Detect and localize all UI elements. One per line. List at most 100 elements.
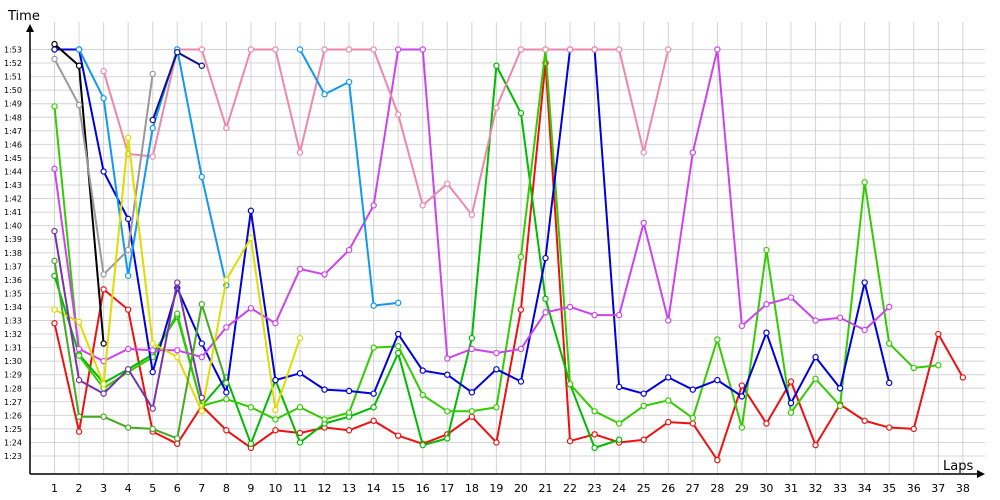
data-point	[174, 353, 181, 361]
y-tick-label: 1:41	[4, 208, 22, 217]
y-tick-label: 1:46	[4, 140, 22, 149]
x-tick-label: 2	[76, 482, 83, 495]
data-point	[689, 149, 697, 156]
data-point	[591, 431, 598, 438]
data-point	[935, 330, 942, 338]
data-point	[272, 376, 279, 384]
x-tick-label: 28	[710, 482, 724, 495]
data-point	[517, 109, 525, 117]
data-point	[100, 95, 107, 102]
y-tick-label: 1:28	[4, 384, 22, 393]
data-point	[100, 286, 107, 293]
data-point	[174, 279, 181, 286]
axes	[26, 24, 985, 478]
data-point	[149, 153, 156, 160]
data-point	[149, 347, 156, 354]
data-point	[615, 420, 623, 427]
x-tick-label: 13	[342, 482, 356, 495]
x-tick-label: 19	[489, 482, 503, 495]
data-point	[272, 427, 279, 434]
data-point	[100, 390, 107, 397]
data-point	[223, 124, 230, 132]
y-tick-label: 1:33	[4, 317, 22, 326]
x-tick-label: 16	[416, 482, 430, 495]
data-point	[296, 439, 304, 446]
data-point	[149, 425, 156, 433]
series-1	[51, 59, 967, 464]
data-point	[272, 406, 279, 414]
data-point	[615, 311, 623, 319]
x-tick-label: 29	[735, 482, 749, 495]
data-point	[861, 179, 868, 186]
data-point	[51, 320, 58, 327]
data-point	[272, 46, 279, 53]
data-point	[296, 370, 304, 377]
x-tick-label: 25	[637, 482, 651, 495]
x-tick-label: 18	[465, 482, 479, 495]
data-point	[419, 46, 426, 53]
data-point	[149, 368, 156, 376]
data-point	[51, 46, 58, 53]
data-point	[345, 78, 353, 86]
y-tick-label: 1:23	[4, 452, 22, 461]
data-point	[444, 435, 451, 442]
data-point	[444, 408, 451, 415]
data-point	[886, 340, 893, 347]
series-10	[149, 49, 205, 124]
data-point	[395, 343, 402, 350]
data-point	[75, 376, 83, 384]
data-point	[100, 413, 107, 420]
data-point	[198, 353, 205, 361]
x-tick-label: 22	[563, 482, 577, 495]
data-point	[566, 380, 574, 388]
data-point	[591, 46, 598, 53]
data-point	[517, 345, 525, 353]
data-point	[124, 424, 132, 431]
data-point	[542, 254, 549, 262]
data-point	[223, 324, 230, 331]
data-point	[296, 46, 304, 53]
data-point	[591, 311, 598, 319]
y-tick-label: 1:34	[4, 303, 22, 312]
data-point	[247, 305, 255, 312]
data-point	[198, 408, 205, 415]
data-point	[542, 295, 549, 303]
data-point	[296, 429, 304, 437]
data-point	[321, 416, 328, 423]
x-tick-label: 9	[247, 482, 254, 495]
y-tick-label: 1:31	[4, 344, 22, 353]
x-tick-label: 26	[661, 482, 675, 495]
data-point	[714, 46, 721, 53]
data-point	[75, 352, 83, 359]
data-point	[321, 46, 328, 53]
data-point	[370, 344, 377, 351]
data-point	[51, 55, 58, 63]
data-point	[75, 345, 83, 353]
x-tick-label: 1	[51, 482, 58, 495]
data-point	[51, 257, 58, 265]
data-point	[100, 380, 107, 388]
data-point	[198, 46, 205, 53]
data-point	[75, 413, 83, 420]
x-tick-label: 21	[539, 482, 553, 495]
data-point	[321, 271, 328, 278]
x-tick-label: 17	[440, 482, 454, 495]
data-point	[272, 416, 279, 423]
data-point	[763, 301, 770, 308]
x-tick-label: 15	[391, 482, 405, 495]
data-point	[296, 404, 304, 411]
data-point	[468, 413, 476, 420]
y-tick-label: 1:30	[4, 357, 22, 366]
data-point	[223, 395, 230, 403]
data-point	[738, 322, 746, 330]
data-point	[640, 149, 647, 156]
y-tick-label: 1:42	[4, 195, 22, 204]
data-point	[640, 402, 647, 410]
x-tick-label: 7	[198, 482, 205, 495]
data-point	[370, 46, 377, 53]
data-point	[345, 409, 353, 416]
data-point	[640, 390, 647, 397]
data-point	[665, 374, 672, 381]
data-point	[296, 149, 304, 156]
data-point	[198, 394, 205, 401]
